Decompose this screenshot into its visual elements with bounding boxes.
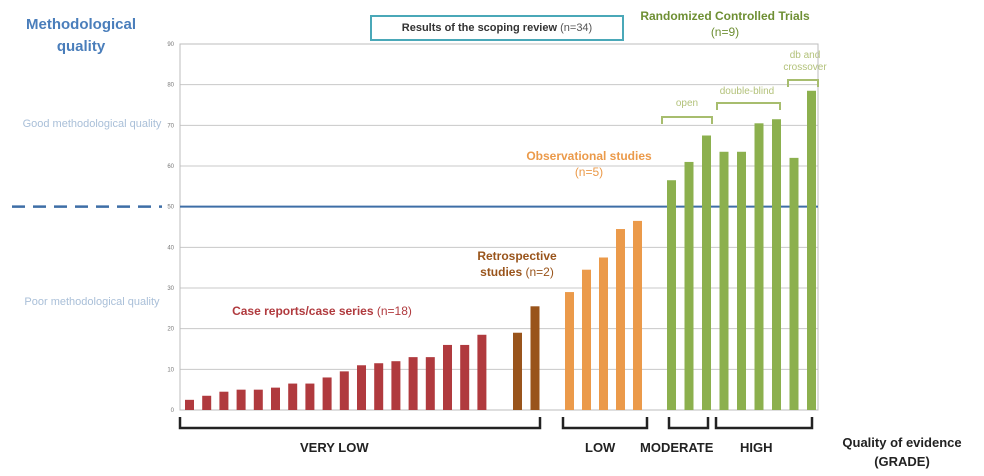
bar [684, 161, 694, 410]
case-reports-name: Case reports/case series [232, 304, 374, 318]
bar [425, 357, 435, 410]
retrospective-label: Retrospective studies (n=2) [462, 248, 572, 280]
bar [408, 357, 418, 410]
open-bracket [661, 116, 713, 124]
y-tick-label: 10 [167, 367, 174, 373]
subgroup-double-blind-label: double-blind [719, 86, 775, 97]
bar [443, 344, 452, 410]
moderate-bracket [667, 417, 710, 430]
y-axis-title: Methodological quality [26, 16, 136, 55]
bar [737, 151, 746, 410]
y-tick-label: 40 [167, 245, 174, 251]
bar [582, 269, 591, 410]
retrospective-count: (n=2) [525, 265, 554, 279]
bar [702, 135, 711, 410]
observational-count: (n=5) [574, 165, 604, 179]
case-reports-count: (n=18) [376, 304, 412, 318]
bar [513, 332, 522, 410]
bar [339, 371, 349, 410]
bar [754, 123, 764, 411]
bar [477, 334, 487, 410]
very-low-bracket [178, 417, 542, 430]
crossover-bracket [787, 79, 819, 87]
bar [219, 391, 229, 410]
good-quality-zone-label: Good methodological quality [22, 118, 162, 130]
bar [185, 399, 194, 410]
bar [616, 229, 625, 410]
bar [236, 389, 246, 410]
y-tick-label: 30 [167, 286, 174, 292]
grade-low: LOW [585, 440, 616, 455]
retrospective-name: Retrospective studies [477, 249, 557, 279]
rct-count: (n=9) [710, 25, 740, 39]
bar [460, 344, 470, 410]
y-tick-label: 50 [167, 205, 174, 211]
y-tick-label: 80 [167, 83, 174, 89]
y-tick-label: 90 [167, 42, 174, 48]
chart-title-count: (n=34) [560, 22, 593, 34]
bar [322, 377, 332, 410]
grade-high: HIGH [740, 440, 773, 455]
bar [202, 395, 212, 410]
grade-very-low: VERY LOW [300, 440, 369, 455]
bar [633, 220, 642, 410]
y-tick-label: 20 [167, 327, 174, 333]
observational-name: Observational studies [526, 149, 652, 163]
observational-label: Observational studies (n=5) [514, 148, 664, 180]
bar [271, 387, 280, 410]
x-axis-title: Quality of evidence (GRADE) [842, 435, 962, 469]
low-bracket [561, 417, 649, 430]
poor-quality-zone-label: Poor methodological quality [24, 296, 160, 308]
high-bracket [714, 417, 814, 430]
bar [253, 389, 263, 410]
bar [789, 157, 799, 410]
subgroup-crossover-label: db and crossover [783, 50, 827, 73]
y-tick-label: 0 [171, 408, 175, 414]
case-reports-label: Case reports/case series (n=18) [192, 303, 452, 319]
y-tick-label: 70 [167, 123, 174, 129]
bar [719, 151, 729, 410]
grade-moderate: MODERATE [640, 440, 714, 455]
plot-frame [179, 43, 819, 411]
rct-label: Randomized Controlled Trials (n=9) [640, 8, 810, 40]
bar [374, 363, 384, 410]
double-blind-bracket [716, 102, 781, 110]
bar [599, 257, 608, 410]
bar [565, 292, 574, 410]
rct-name: Randomized Controlled Trials [640, 9, 810, 23]
bar [357, 365, 366, 410]
chart-title-text: Results of the scoping review [401, 22, 558, 34]
bar [807, 90, 816, 411]
bar [530, 306, 540, 410]
bar [667, 180, 676, 410]
y-tick-label: 60 [167, 164, 174, 170]
bar [772, 119, 781, 410]
bar [391, 361, 401, 410]
bar [288, 383, 298, 410]
chart-title: Results of the scoping review (n=34) [370, 15, 624, 41]
subgroup-open-label: open [675, 98, 699, 109]
bar [305, 383, 315, 410]
